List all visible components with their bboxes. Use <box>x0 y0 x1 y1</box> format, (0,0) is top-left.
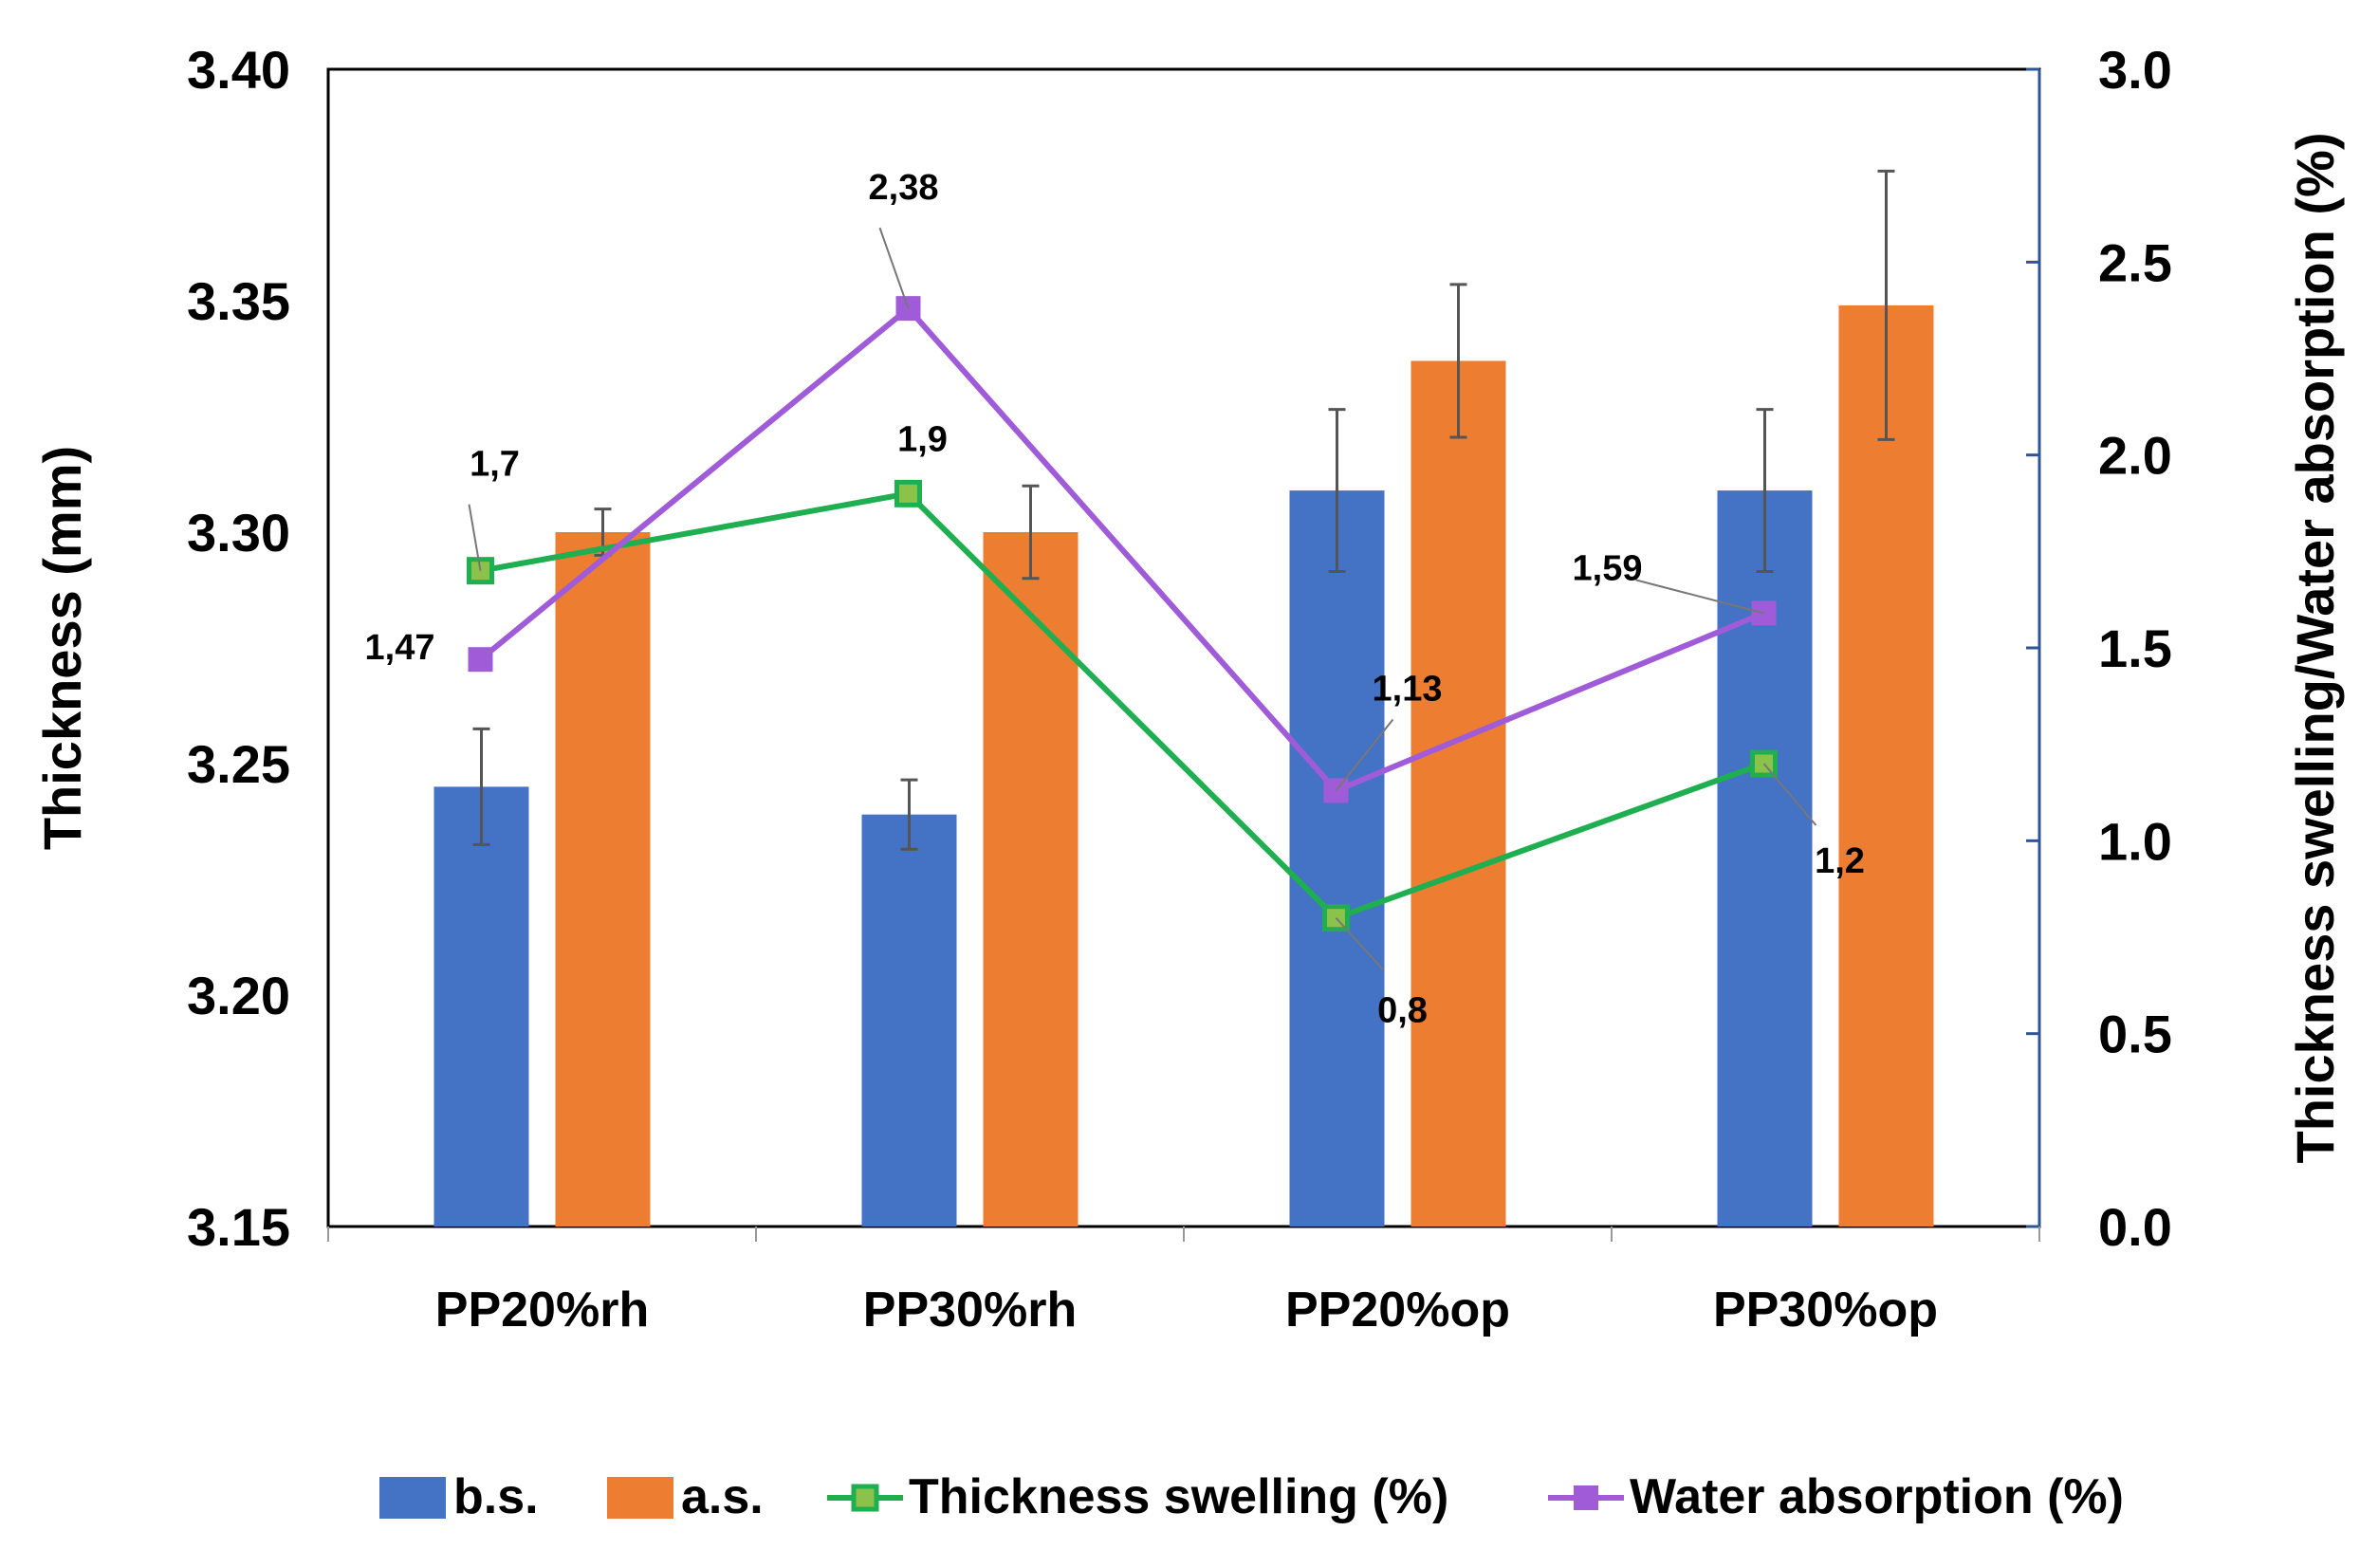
y-left-tick-label: 3.35 <box>187 271 290 331</box>
legend-label-as: a.s. <box>681 1469 764 1524</box>
lines-group <box>467 296 1778 932</box>
line-thicknessswelling <box>479 490 1765 921</box>
bars-group <box>433 304 1934 1227</box>
legend-marker-thickness-swelling <box>851 1484 879 1512</box>
legend-label-thickness-swelling: Thickness swelling (%) <box>909 1469 1448 1524</box>
x-tick-label: PP20%rh <box>435 1282 649 1337</box>
bar-bs-2 <box>861 814 957 1227</box>
bar-as-4 <box>1838 304 1934 1227</box>
label-leader-line <box>1335 916 1385 971</box>
data-label-thicknessswelling-1: 1,7 <box>470 445 520 485</box>
y-right-tick-label: 2.0 <box>2098 426 2172 486</box>
y-right-tick-label: 0.0 <box>2098 1197 2172 1257</box>
y-left-tick-label: 3.20 <box>187 966 290 1025</box>
x-tick-label: PP20%op <box>1285 1282 1510 1337</box>
y-right-axis-title: Thickness swelling/Water absorption (%) <box>2285 133 2345 1164</box>
error-bars-group <box>472 169 1895 851</box>
data-labels-group: 1,7 1,9 0,8 1,2 1,47 2,38 1,13 1,59 <box>365 168 1865 1031</box>
axes-group: 3.15 3.20 3.25 3.30 3.35 3.40 0.0 0.5 1.0 1.5 2.0 2… <box>32 40 2345 1337</box>
data-label-thicknessswelling-4: 1,2 <box>1815 841 1865 881</box>
bar-bs-1 <box>433 786 529 1227</box>
marker-thicknessswelling-2 <box>894 479 922 507</box>
legend: b.s. a.s. Thickness swelling (%) Water abso… <box>379 1469 2124 1524</box>
bar-bs-3 <box>1289 490 1385 1227</box>
data-label-waterabsorption-2: 2,38 <box>869 168 939 208</box>
data-label-waterabsorption-4: 1,59 <box>1573 548 1643 588</box>
legend-marker-water-absorption <box>1574 1485 1598 1510</box>
label-leader-line <box>468 504 482 571</box>
y-right-tick-label: 1.5 <box>2098 618 2172 678</box>
y-right-tick-label: 0.5 <box>2098 1005 2172 1064</box>
data-label-thicknessswelling-3: 0,8 <box>1377 991 1428 1031</box>
data-label-waterabsorption-3: 1,13 <box>1373 669 1443 709</box>
x-tick-label: PP30%op <box>1713 1282 1938 1337</box>
label-leader-line <box>1762 763 1817 826</box>
bar-as-3 <box>1410 360 1506 1227</box>
legend-label-bs: b.s. <box>453 1469 539 1524</box>
label-leader-line <box>1635 579 1764 615</box>
y-right-tick-label: 3.0 <box>2098 40 2172 100</box>
y-right-tick-label: 1.0 <box>2098 811 2172 871</box>
bar-as-2 <box>983 532 1079 1227</box>
y-left-tick-label: 3.25 <box>187 734 290 794</box>
marker-waterabsorption-1 <box>468 647 493 673</box>
legend-swatch-bs <box>379 1477 446 1519</box>
data-label-waterabsorption-1: 1,47 <box>365 628 435 668</box>
legend-label-water-absorption: Water absorption (%) <box>1630 1469 2124 1524</box>
marker-waterabsorption-2 <box>895 296 921 322</box>
bar-as-1 <box>555 532 651 1227</box>
y-left-axis-title: Thickness (mm) <box>32 446 92 850</box>
line-waterabsorption <box>478 305 1765 794</box>
label-leader-line <box>1335 718 1394 792</box>
y-left-tick-label: 3.40 <box>187 40 290 100</box>
y-right-tick-label: 2.5 <box>2098 232 2172 292</box>
y-left-tick-label: 3.30 <box>187 503 290 563</box>
label-leader-line <box>878 227 910 309</box>
legend-swatch-as <box>607 1477 673 1519</box>
data-label-thicknessswelling-2: 1,9 <box>897 419 948 459</box>
x-tick-label: PP30%rh <box>863 1282 1077 1337</box>
y-left-tick-label: 3.15 <box>187 1197 290 1257</box>
